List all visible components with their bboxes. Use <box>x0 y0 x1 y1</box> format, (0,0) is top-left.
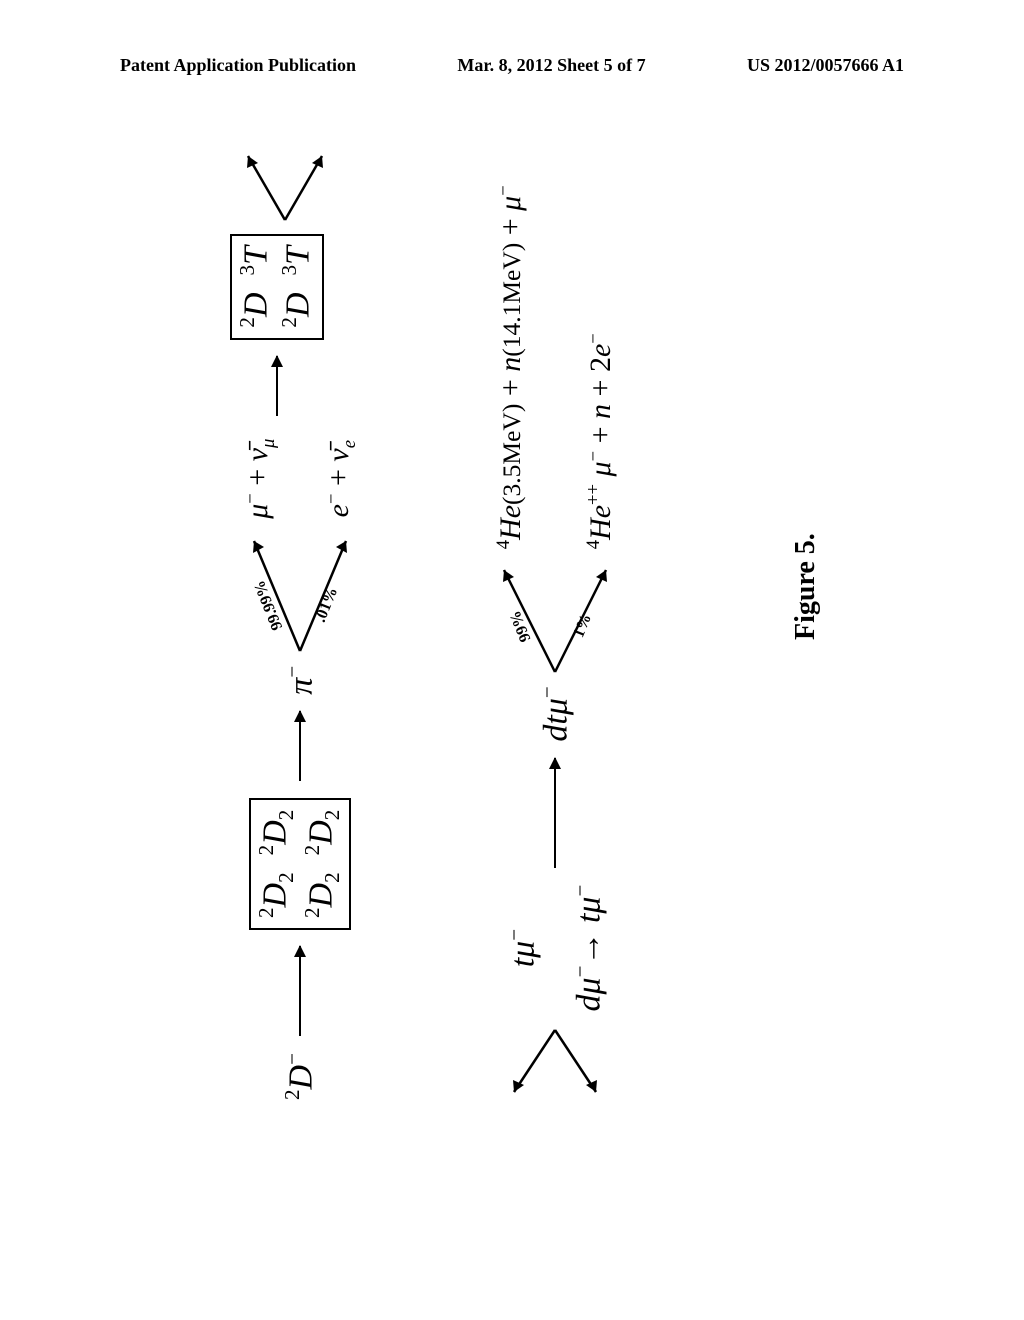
arrow-icon <box>276 356 278 416</box>
arrow-icon <box>554 758 556 868</box>
figure-rotated: 2D− 2D2 2D2 2D2 2D2 π− 99.99% .01% <box>10 260 1010 1020</box>
reaction-row-1: 2D− 2D2 2D2 2D2 2D2 π− 99.99% .01% <box>230 146 370 1100</box>
header-right: US 2012/0057666 A1 <box>747 55 904 76</box>
left-merge-fork <box>500 1020 610 1100</box>
header-center: Mar. 8, 2012 Sheet 5 of 7 <box>457 55 645 76</box>
deuteron-start: 2D− <box>280 1053 320 1100</box>
pion: π− <box>280 666 320 695</box>
charge: − <box>280 1053 304 1065</box>
d2-cluster-box: 2D2 2D2 2D2 2D2 <box>249 798 352 930</box>
dtmu-molecule: dtμ− <box>535 686 575 741</box>
fusion-products: 4He(3.5MeV) + n(14.1MeV) + μ− 4He++ μ− +… <box>494 185 617 549</box>
arrow-icon <box>299 711 301 781</box>
page-header: Patent Application Publication Mar. 8, 2… <box>0 55 1024 76</box>
muonic-atoms: tμ− dμ−→ tμ− <box>503 885 607 1012</box>
loop-fork <box>240 146 330 226</box>
sym: D <box>282 1065 319 1090</box>
dt-cluster-box: 2D 3T 2D 3T <box>230 234 324 340</box>
fusion-fork: 99% 1% <box>490 558 620 678</box>
header-left: Patent Application Publication <box>120 55 356 76</box>
fork-icon <box>240 146 330 226</box>
arrow-icon <box>299 947 301 1037</box>
fork-icon <box>500 1020 610 1100</box>
sup: 2 <box>280 1089 304 1100</box>
figure-caption: Figure 5. <box>790 533 822 640</box>
pion-decay-products: μ− + ν̄μ e− + ν̄e <box>241 439 360 519</box>
reaction-row-2: tμ− dμ−→ tμ− dtμ− 99% 1% 4He(3.5MeV) + n… <box>490 185 620 1100</box>
pion-decay-fork: 99.99% .01% <box>240 527 360 657</box>
